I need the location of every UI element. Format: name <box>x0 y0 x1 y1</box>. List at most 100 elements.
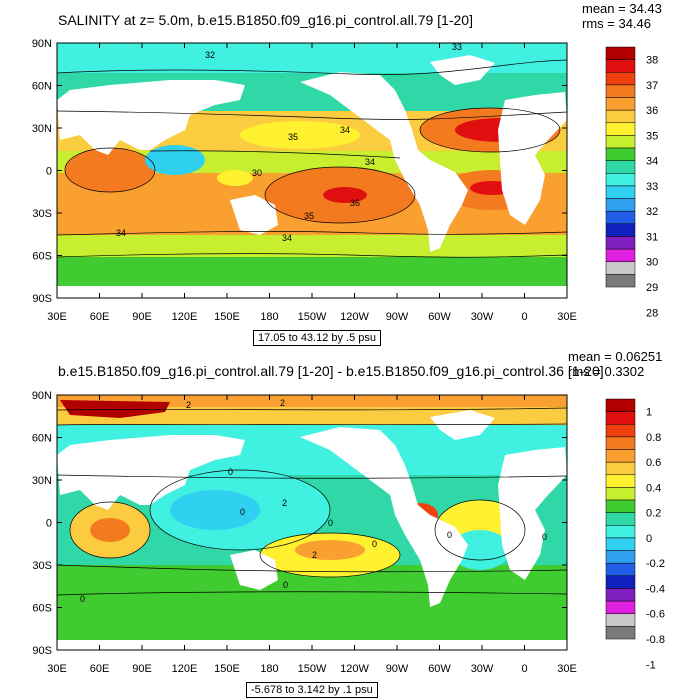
colorbar-box <box>605 210 636 225</box>
colorbar-label: 1 <box>646 407 652 419</box>
colorbar-box <box>605 575 636 589</box>
colorbar-box <box>605 600 636 614</box>
colorbar-label: 37 <box>646 80 658 92</box>
contour-label: 2 <box>186 400 191 410</box>
top-mean-label: mean = 34.43 <box>582 1 662 16</box>
lon-label: 90E <box>132 311 152 323</box>
colorbar-label: 0 <box>646 533 652 545</box>
contour-label: 2 <box>312 550 317 560</box>
colorbar-box <box>605 512 636 526</box>
colorbar-box <box>605 474 636 488</box>
colorbar-box <box>605 424 636 438</box>
lon-label: 150W <box>298 311 327 323</box>
colorbar-box <box>605 525 636 539</box>
bottom-panel-title: b.e15.B1850.f09_g16.pi_control.all.79 [1… <box>58 363 604 379</box>
contour-label: 35 <box>304 211 314 221</box>
contour-label: 0 <box>542 532 547 542</box>
bottom-colorbar-labels: 1 0.8 0.6 0.4 0.2 0 -0.2 -0.4 -0.6 -0.8 -1 <box>646 407 665 672</box>
contour-label: 0 <box>240 507 245 517</box>
lon-label: 180 <box>260 311 278 323</box>
bottom-map: 2 2 0 2 0 0 2 0 0 0 0 0 90N 60N 30N 0 30S 60S… <box>32 390 665 675</box>
colorbar-box <box>605 109 636 124</box>
colorbar-box <box>605 122 636 136</box>
lon-label: 60W <box>428 663 451 675</box>
colorbar-box <box>605 550 636 564</box>
lon-label: 60W <box>428 311 451 323</box>
colorbar-box <box>605 97 636 111</box>
lon-label: 90E <box>132 663 152 675</box>
top-salinity-field <box>57 43 567 298</box>
colorbar-box <box>605 261 636 275</box>
lon-label: 0 <box>521 663 527 675</box>
contour-label: 0 <box>283 580 288 590</box>
lat-label: 90N <box>32 390 52 402</box>
colorbar-box <box>605 461 636 476</box>
top-lon-labels: 30E 60E 90E 120E 150E 180 150W 120W 90W 60W 30W 0 30… <box>47 311 577 323</box>
lat-label: 60S <box>32 251 52 263</box>
bottom-mean-label: mean = 0.06251 <box>568 349 663 364</box>
lat-label: 60N <box>32 433 52 445</box>
lon-label: 0 <box>521 311 527 323</box>
lon-label: 30E <box>557 663 577 675</box>
top-contour-labels: 32 33 35 34 34 30 36 35 34 34 <box>116 42 462 243</box>
lon-label: 150E <box>214 311 240 323</box>
colorbar-box <box>605 198 636 212</box>
lat-label: 30N <box>32 475 52 487</box>
contour-label: 0 <box>447 530 452 540</box>
top-map: 32 33 35 34 34 30 36 35 34 34 90N 60N 30N 0… <box>32 38 658 323</box>
lon-label: 120E <box>172 311 198 323</box>
colorbar-box <box>605 436 636 450</box>
lon-label: 90W <box>386 311 409 323</box>
contour-label: 30 <box>252 168 262 178</box>
bottom-axis-ticks <box>56 394 568 651</box>
contour-label: 34 <box>365 157 375 167</box>
colorbar-label: -0.4 <box>646 583 665 595</box>
lon-label: 150E <box>214 663 240 675</box>
bottom-range-label: -5.678 to 3.142 by .1 psu <box>246 682 378 698</box>
lat-label: 30S <box>32 560 52 572</box>
lon-label: 150W <box>298 663 327 675</box>
top-colorbar-labels: 38 37 36 35 34 33 32 31 30 29 28 <box>646 55 658 320</box>
contour-label: 2 <box>280 398 285 408</box>
colorbar-box <box>605 449 636 463</box>
lon-label: 60E <box>90 311 110 323</box>
bottom-contour-labels: 2 2 0 2 0 0 2 0 0 0 0 0 <box>80 398 547 604</box>
colorbar-box <box>605 223 636 237</box>
bottom-colorbar <box>605 398 636 640</box>
colorbar-box <box>605 236 636 250</box>
top-range-label: 17.05 to 43.12 by .5 psu <box>253 330 382 346</box>
colorbar-box <box>605 499 636 513</box>
colorbar-label: 32 <box>646 206 658 218</box>
colorbar-box <box>605 537 636 551</box>
lon-label: 120E <box>172 663 198 675</box>
lat-label: 90S <box>32 293 52 305</box>
colorbar-label: 29 <box>646 282 658 294</box>
bottom-difference-field <box>57 395 567 650</box>
bottom-lon-labels: 30E 60E 90E 120E 150E 180 150W 120W 90W 60W 30W 0 30… <box>47 663 577 675</box>
contour-label: 34 <box>340 125 350 135</box>
colorbar-label: 0.2 <box>646 508 661 520</box>
lon-label: 120W <box>340 663 369 675</box>
colorbar-label: 34 <box>646 156 658 168</box>
lon-label: 90W <box>386 663 409 675</box>
contour-label: 2 <box>282 498 287 508</box>
lon-label: 30W <box>471 311 494 323</box>
top-panel-title: SALINITY at z= 5.0m, b.e15.B1850.f09_g16… <box>58 12 473 28</box>
top-axis-ticks <box>56 42 568 299</box>
lon-label: 30E <box>47 663 67 675</box>
contour-label: 36 <box>350 198 360 208</box>
colorbar-box <box>605 274 636 288</box>
lat-label: 30S <box>32 208 52 220</box>
colorbar-box <box>605 562 636 577</box>
lat-label: 0 <box>46 518 52 530</box>
colorbar-label: 33 <box>646 181 658 193</box>
lon-label: 120W <box>340 311 369 323</box>
colorbar-box <box>605 588 636 602</box>
contour-label: 0 <box>80 594 85 604</box>
lat-label: 90N <box>32 38 52 50</box>
lat-label: 30N <box>32 123 52 135</box>
colorbar-label: 30 <box>646 257 658 269</box>
colorbar-label: -0.8 <box>646 634 665 646</box>
contour-label: 33 <box>452 42 462 52</box>
colorbar-box <box>605 147 636 161</box>
